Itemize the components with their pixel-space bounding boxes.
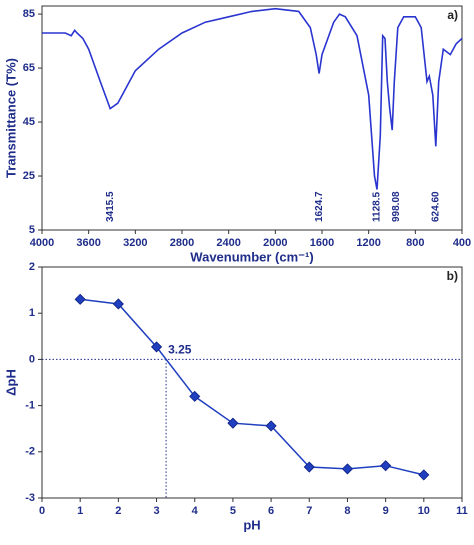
peak-label: 624.60 xyxy=(430,191,441,222)
y-tick-label: -2 xyxy=(25,446,35,458)
x-tick-label: 0 xyxy=(39,505,45,517)
x-tick-label: 1200 xyxy=(356,237,380,249)
x-tick-label: 3 xyxy=(153,505,159,517)
marker xyxy=(341,463,354,475)
plot-frame xyxy=(41,5,463,231)
data-line xyxy=(42,7,463,190)
x-tick-label: 800 xyxy=(406,237,424,249)
data-line xyxy=(80,298,424,476)
y-tick-label: -3 xyxy=(25,492,35,504)
y-tick-label: 0 xyxy=(29,353,35,365)
x-tick-label: 3200 xyxy=(123,237,147,249)
marker xyxy=(227,417,239,429)
x-tick-label: 2400 xyxy=(216,237,240,249)
x-tick-label: 3600 xyxy=(76,237,100,249)
panel-label: b) xyxy=(447,269,458,283)
x-tick-label: 1 xyxy=(77,505,83,517)
x-tick-label: 5 xyxy=(230,505,236,517)
x-tick-label: 6 xyxy=(268,505,274,517)
y-tick-label: 45 xyxy=(23,116,35,128)
marker xyxy=(150,341,163,353)
peak-label: 998.08 xyxy=(391,191,402,222)
x-tick-label: 2000 xyxy=(263,237,287,249)
x-tick-label: 400 xyxy=(453,237,471,249)
y-axis-label: ΔpH xyxy=(3,369,18,396)
x-axis-label: Wavenumber (cm⁻¹) xyxy=(190,249,313,264)
y-tick-label: 2 xyxy=(29,261,35,273)
x-tick-label: 2 xyxy=(115,505,121,517)
peak-label: 3415.5 xyxy=(105,191,116,222)
panel-label: a) xyxy=(447,8,458,22)
x-tick-label: 4 xyxy=(192,505,199,517)
y-tick-label: 65 xyxy=(23,62,35,74)
x-tick-label: 4000 xyxy=(30,237,54,249)
x-tick-label: 8 xyxy=(344,505,350,517)
x-tick-label: 10 xyxy=(418,505,430,517)
marker xyxy=(112,298,124,310)
marker xyxy=(418,469,430,481)
marker xyxy=(380,460,392,472)
y-tick-label: 1 xyxy=(29,307,35,319)
x-tick-label: 9 xyxy=(383,505,389,517)
x-axis-label: pH xyxy=(243,517,260,532)
plot-frame xyxy=(41,266,463,499)
marker xyxy=(303,461,315,473)
x-tick-label: 2800 xyxy=(170,237,194,249)
y-tick-label: 85 xyxy=(23,8,35,20)
annotation: 3.25 xyxy=(168,343,192,357)
peak-label: 1128.5 xyxy=(372,192,383,222)
y-axis-label: Transmittance (T%) xyxy=(3,58,18,178)
x-tick-label: 7 xyxy=(306,505,312,517)
y-tick-label: -1 xyxy=(25,400,35,412)
x-tick-label: 1600 xyxy=(310,237,334,249)
marker xyxy=(74,293,86,305)
x-tick-label: 11 xyxy=(456,505,468,517)
marker xyxy=(189,390,201,402)
y-tick-label: 25 xyxy=(23,170,35,182)
y-tick-label: 5 xyxy=(29,224,35,236)
peak-label: 1624.7 xyxy=(314,191,325,222)
marker xyxy=(265,420,277,432)
